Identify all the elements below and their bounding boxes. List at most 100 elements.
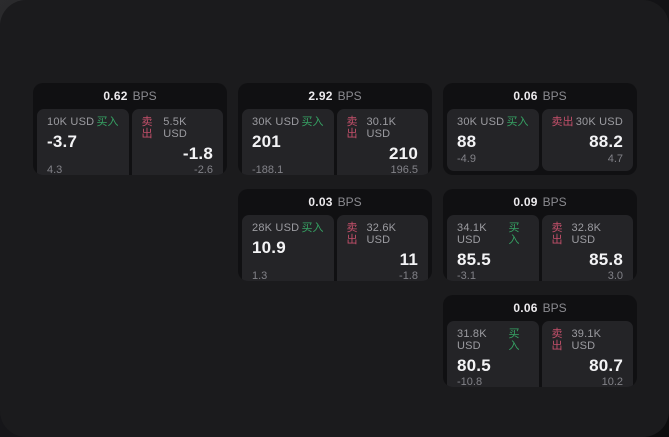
quote-card: 0.06 BPS 30K USD 买入 88 -4.9 卖出 bbox=[443, 83, 637, 175]
buy-side-label: 买入 bbox=[301, 116, 324, 128]
sell-price-value: -1.8 bbox=[182, 144, 213, 163]
buy-panel-header: 30K USD 买入 bbox=[457, 116, 529, 128]
sell-side-label: 卖出 bbox=[346, 116, 358, 140]
buy-panel-header: 31.8K USD 买入 bbox=[457, 328, 529, 352]
buy-panel-header: 30K USD 买入 bbox=[252, 116, 324, 128]
buy-quote-panel[interactable]: 10K USD 买入 -3.7 4.3 bbox=[37, 109, 129, 175]
sell-side-label: 卖出 bbox=[551, 222, 563, 246]
bps-unit-label: BPS bbox=[542, 301, 567, 315]
buy-quote-panel[interactable]: 31.8K USD 买入 80.5 -10.8 bbox=[447, 321, 539, 387]
sell-panel-header: 卖出 32.8K USD bbox=[552, 222, 624, 246]
buy-price-value: 10.9 bbox=[252, 238, 286, 257]
card-body: 30K USD 买入 201 -188.1 卖出 30.1K USD 210 1… bbox=[238, 109, 432, 175]
buy-change-value: -10.8 bbox=[457, 376, 483, 387]
card-body: 30K USD 买入 88 -4.9 卖出 30K USD 88.2 4.7 bbox=[443, 109, 637, 175]
card-body: 10K USD 买入 -3.7 4.3 卖出 5.5K USD -1.8 -2.… bbox=[33, 109, 227, 175]
card-header: 0.06 BPS bbox=[443, 83, 637, 109]
sell-quote-panel[interactable]: 卖出 32.8K USD 85.8 3.0 bbox=[541, 215, 633, 281]
sell-change-value: 196.5 bbox=[390, 164, 418, 175]
sell-panel-header: 卖出 5.5K USD bbox=[142, 116, 214, 140]
buy-change-value: -3.1 bbox=[457, 270, 476, 281]
buy-panel-header: 28K USD 买入 bbox=[252, 222, 324, 234]
sell-size-label: 32.6K USD bbox=[366, 222, 397, 246]
sell-side-label: 卖出 bbox=[551, 328, 563, 352]
bps-value: 0.06 bbox=[513, 301, 538, 315]
sell-size-label: 30.1K USD bbox=[366, 116, 397, 140]
buy-size-label: 30K USD bbox=[252, 116, 300, 128]
sell-quote-panel[interactable]: 卖出 32.6K USD 11 -1.8 bbox=[336, 215, 428, 281]
sell-panel-header: 卖出 30.1K USD bbox=[347, 116, 419, 140]
buy-size-label: 30K USD bbox=[457, 116, 505, 128]
sell-quote-panel[interactable]: 卖出 30K USD 88.2 4.7 bbox=[541, 109, 633, 171]
sell-price-value: 210 bbox=[389, 144, 418, 163]
sell-side-label: 卖出 bbox=[141, 116, 153, 140]
buy-side-label: 买入 bbox=[301, 222, 324, 234]
sell-side-label: 卖出 bbox=[346, 222, 358, 246]
bps-unit-label: BPS bbox=[542, 89, 567, 103]
buy-quote-panel[interactable]: 30K USD 买入 88 -4.9 bbox=[447, 109, 539, 171]
sell-change-value: -2.6 bbox=[194, 164, 213, 175]
quote-card: 0.03 BPS 28K USD 买入 10.9 1.3 卖出 bbox=[238, 189, 432, 281]
sell-panel-header: 卖出 32.6K USD bbox=[347, 222, 419, 246]
sell-price-value: 11 bbox=[399, 250, 418, 269]
sell-price-value: 85.8 bbox=[589, 250, 623, 269]
card-header: 0.06 BPS bbox=[443, 295, 637, 321]
sell-size-label: 5.5K USD bbox=[163, 116, 188, 140]
bps-value: 0.62 bbox=[103, 89, 128, 103]
card-header: 0.62 BPS bbox=[33, 83, 227, 109]
sell-quote-panel[interactable]: 卖出 30.1K USD 210 196.5 bbox=[336, 109, 428, 175]
card-body: 28K USD 买入 10.9 1.3 卖出 32.6K USD 11 -1.8 bbox=[238, 215, 432, 281]
sell-quote-panel[interactable]: 卖出 39.1K USD 80.7 10.2 bbox=[541, 321, 633, 387]
sell-change-value: -1.8 bbox=[399, 270, 418, 281]
sell-price-value: 80.7 bbox=[589, 356, 623, 375]
buy-price-value: 201 bbox=[252, 132, 281, 151]
sell-change-value: 10.2 bbox=[601, 376, 623, 387]
buy-panel-header: 34.1K USD 买入 bbox=[457, 222, 529, 246]
bps-unit-label: BPS bbox=[542, 195, 567, 209]
bps-value: 0.09 bbox=[513, 195, 538, 209]
quote-cards-grid: 0.62 BPS 10K USD 买入 -3.7 4.3 卖出 bbox=[33, 83, 637, 387]
buy-quote-panel[interactable]: 34.1K USD 买入 85.5 -3.1 bbox=[447, 215, 539, 281]
buy-price-value: 88 bbox=[457, 132, 477, 151]
buy-side-label: 买入 bbox=[508, 222, 520, 246]
bps-unit-label: BPS bbox=[337, 89, 362, 103]
bps-unit-label: BPS bbox=[132, 89, 157, 103]
sell-panel-header: 卖出 39.1K USD bbox=[552, 328, 624, 352]
buy-price-value: 85.5 bbox=[457, 250, 491, 269]
buy-change-value: -188.1 bbox=[252, 164, 284, 175]
sell-quote-panel[interactable]: 卖出 5.5K USD -1.8 -2.6 bbox=[131, 109, 223, 175]
buy-size-label: 34.1K USD bbox=[457, 222, 487, 246]
sell-side-label: 卖出 bbox=[551, 116, 574, 128]
buy-quote-panel[interactable]: 28K USD 买入 10.9 1.3 bbox=[242, 215, 334, 281]
buy-change-value: 1.3 bbox=[252, 270, 268, 281]
buy-change-value: -4.9 bbox=[457, 153, 476, 165]
buy-price-value: 80.5 bbox=[457, 356, 491, 375]
buy-size-label: 28K USD bbox=[252, 222, 300, 234]
buy-price-value: -3.7 bbox=[47, 132, 78, 151]
bps-value: 0.06 bbox=[513, 89, 538, 103]
bps-value: 0.03 bbox=[308, 195, 333, 209]
sell-size-label: 32.8K USD bbox=[571, 222, 602, 246]
quote-card: 0.09 BPS 34.1K USD 买入 85.5 -3.1 卖出 bbox=[443, 189, 637, 281]
buy-panel-header: 10K USD 买入 bbox=[47, 116, 119, 128]
sell-size-label: 30K USD bbox=[575, 116, 623, 128]
sell-panel-header: 卖出 30K USD bbox=[552, 116, 624, 128]
quote-card: 0.62 BPS 10K USD 买入 -3.7 4.3 卖出 bbox=[33, 83, 227, 175]
buy-size-label: 10K USD bbox=[47, 116, 95, 128]
buy-quote-panel[interactable]: 30K USD 买入 201 -188.1 bbox=[242, 109, 334, 175]
bps-unit-label: BPS bbox=[337, 195, 362, 209]
buy-side-label: 买入 bbox=[506, 116, 529, 128]
sell-change-value: 4.7 bbox=[607, 153, 623, 165]
card-header: 0.03 BPS bbox=[238, 189, 432, 215]
sell-size-label: 39.1K USD bbox=[571, 328, 602, 352]
buy-size-label: 31.8K USD bbox=[457, 328, 487, 352]
buy-side-label: 买入 bbox=[508, 328, 520, 352]
quote-card: 2.92 BPS 30K USD 买入 201 -188.1 卖出 bbox=[238, 83, 432, 175]
quote-card: 0.06 BPS 31.8K USD 买入 80.5 -10.8 卖 bbox=[443, 295, 637, 387]
buy-change-value: 4.3 bbox=[47, 164, 63, 175]
buy-side-label: 买入 bbox=[96, 116, 119, 128]
card-header: 0.09 BPS bbox=[443, 189, 637, 215]
bps-value: 2.92 bbox=[308, 89, 333, 103]
sell-price-value: 88.2 bbox=[589, 132, 623, 151]
